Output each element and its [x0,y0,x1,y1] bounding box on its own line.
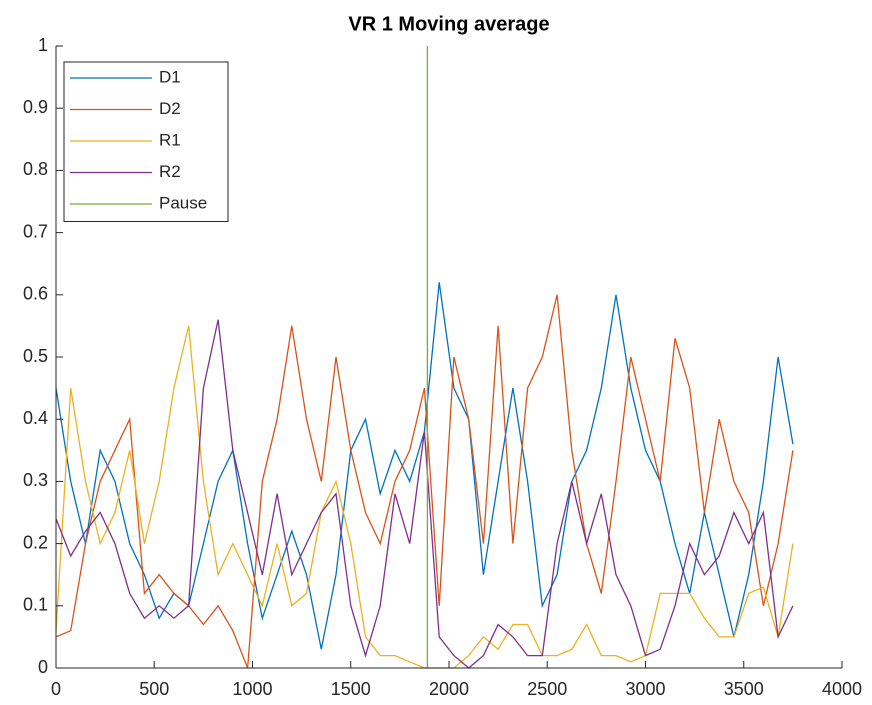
x-tick-label: 2000 [429,679,469,699]
legend-label: R2 [159,162,181,181]
x-tick-label: 3000 [625,679,665,699]
legend-label: D2 [159,99,181,118]
y-tick-label: 0.7 [23,221,48,241]
series-line [55,325,794,669]
series-line [55,294,794,669]
x-tick-label: 1000 [232,679,272,699]
series-line [55,319,794,669]
y-tick-label: 0 [38,657,48,677]
legend-box [63,61,229,222]
x-tick-label: 500 [139,679,169,699]
series-line [55,282,794,650]
y-tick-label: 0.8 [23,159,48,179]
x-tick-label: 2500 [527,679,567,699]
x-tick-label: 0 [51,679,61,699]
y-tick-label: 0.4 [23,408,48,428]
legend-label: D1 [159,67,181,86]
x-tick-label: 1500 [331,679,371,699]
y-tick-label: 0.6 [23,284,48,304]
y-tick-label: 0.9 [23,97,48,117]
legend-label: Pause [159,193,207,212]
y-tick-label: 0.2 [23,532,48,552]
x-tick-label: 3500 [724,679,764,699]
y-tick-label: 0.5 [23,346,48,366]
y-tick-label: 1 [38,35,48,55]
y-tick-label: 0.3 [23,470,48,490]
y-tick-label: 0.1 [23,595,48,615]
chart-title: VR 1 Moving average [348,13,549,35]
x-tick-label: 4000 [822,679,862,699]
legend-label: R1 [159,130,181,149]
